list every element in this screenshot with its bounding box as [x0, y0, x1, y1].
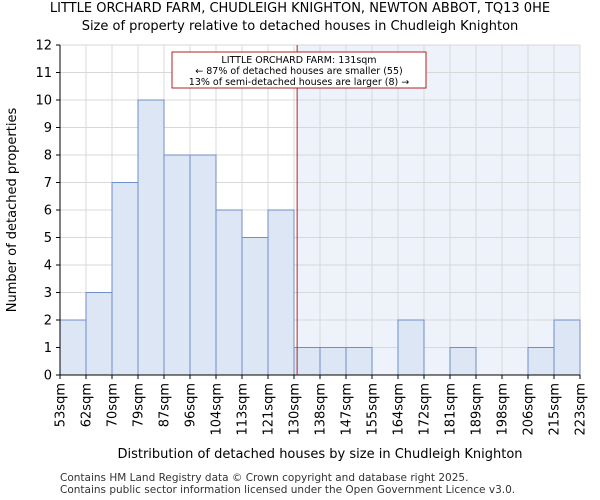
bar [241, 237, 269, 376]
chart-title-line1: LITTLE ORCHARD FARM, CHUDLEIGH KNIGHTON,… [49, 1, 551, 16]
bar [267, 209, 295, 376]
x-axis-label: Distribution of detached houses by size … [117, 447, 522, 462]
bar [397, 319, 425, 376]
y-tick-label: 5 [44, 231, 52, 246]
footer-licence: Contains public sector information licen… [60, 484, 516, 496]
annotation-larger: 13% of semi-detached houses are larger (… [189, 77, 409, 88]
x-tick-label: 155sqm [366, 383, 381, 436]
x-tick-label: 181sqm [444, 383, 459, 436]
x-tick-label: 53sqm [54, 383, 69, 427]
y-axis-label: Number of detached properties [5, 108, 20, 313]
x-tick-label: 164sqm [392, 383, 407, 436]
bar [553, 319, 581, 376]
x-tick-label: 206sqm [522, 383, 537, 436]
bar [527, 347, 555, 376]
x-tick-label: 223sqm [574, 383, 589, 436]
annotation-smaller: ← 87% of detached houses are smaller (55… [195, 66, 402, 77]
bar [345, 347, 373, 376]
bar [293, 347, 321, 376]
x-tick-label: 215sqm [548, 383, 563, 436]
chart-title-line2: Size of property relative to detached ho… [81, 19, 519, 34]
annotation-box [171, 51, 427, 89]
footer-copyright: Contains HM Land Registry data © Crown c… [60, 472, 469, 484]
x-tick-label: 96sqm [184, 383, 199, 427]
x-tick-label: 189sqm [470, 383, 485, 436]
y-tick-label: 4 [44, 259, 52, 274]
x-tick-label: 130sqm [288, 383, 303, 436]
bar [163, 154, 191, 376]
annotation-title: LITTLE ORCHARD FARM: 131sqm [221, 55, 376, 66]
x-tick-label: 147sqm [340, 383, 355, 436]
y-tick-label: 6 [44, 204, 52, 219]
x-tick-label: 198sqm [496, 383, 511, 436]
x-tick-label: 79sqm [132, 383, 147, 427]
x-tick-label: 70sqm [106, 383, 121, 427]
bar [215, 209, 243, 376]
x-tick-label: 172sqm [418, 383, 433, 436]
x-tick-label: 121sqm [262, 383, 277, 436]
x-tick-label: 113sqm [236, 383, 251, 436]
bar [319, 347, 347, 376]
bar [59, 319, 87, 376]
y-tick-label: 7 [44, 176, 52, 191]
y-tick-label: 9 [44, 121, 52, 136]
y-tick-label: 0 [44, 369, 52, 384]
bar [137, 99, 165, 376]
bar [85, 292, 113, 376]
x-tick-label: 62sqm [80, 383, 95, 427]
bar [111, 182, 139, 376]
y-tick-label: 10 [35, 94, 52, 109]
y-tick-label: 11 [35, 66, 52, 81]
x-tick-label: 138sqm [314, 383, 329, 436]
y-tick-label: 3 [44, 286, 52, 301]
y-tick-label: 12 [35, 39, 52, 54]
y-tick-label: 1 [44, 341, 52, 356]
x-tick-label: 87sqm [158, 383, 173, 427]
x-tick-label: 104sqm [210, 383, 225, 436]
bar [189, 154, 217, 376]
y-tick-label: 2 [44, 314, 52, 329]
bar [449, 347, 477, 376]
y-tick-label: 8 [44, 149, 52, 164]
